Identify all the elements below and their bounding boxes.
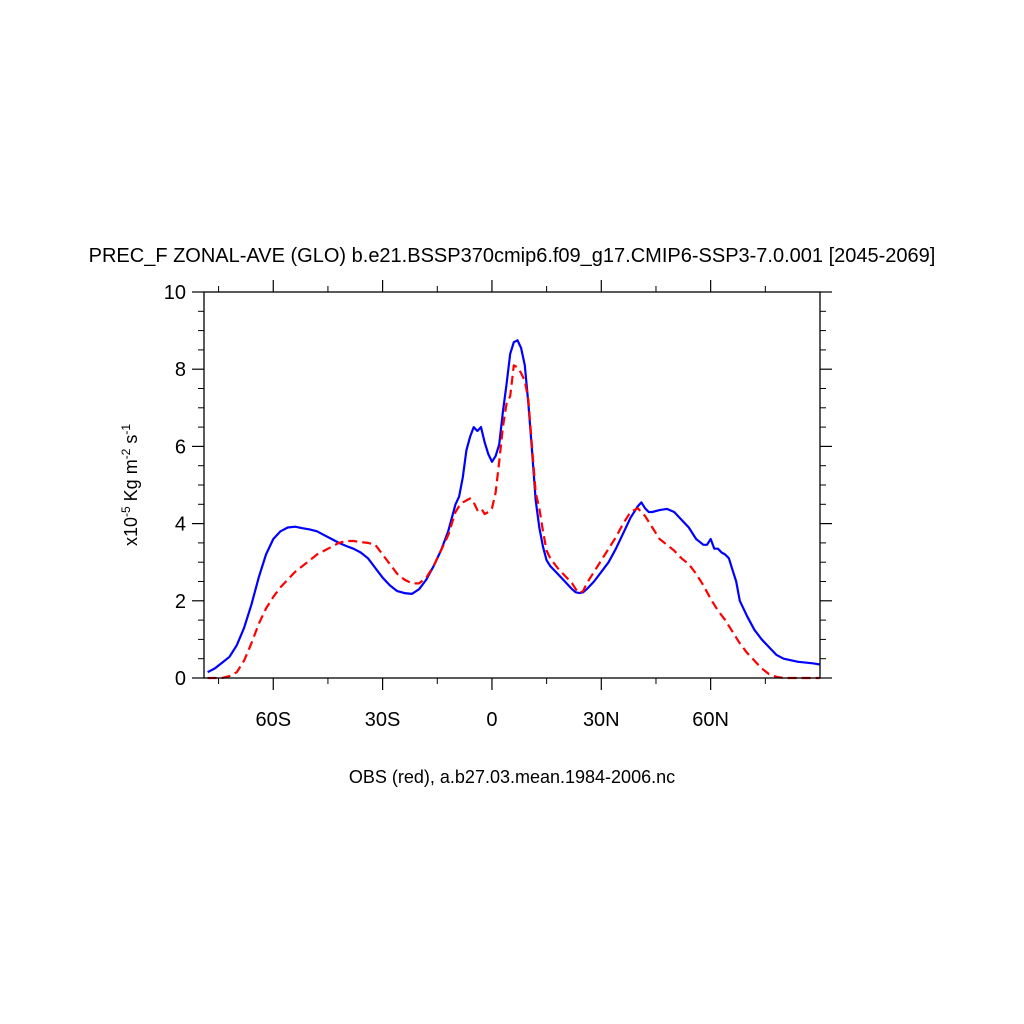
x-tick-label: 60N xyxy=(692,709,729,731)
y-tick-label: 6 xyxy=(175,436,186,458)
x-axis-label: OBS (red), a.b27.03.mean.1984-2006.nc xyxy=(349,767,675,787)
x-axis-ticks: 60S 30S 0 30N 60N xyxy=(255,280,729,731)
x-tick-label: 30S xyxy=(365,709,401,731)
y-tick-label: 8 xyxy=(175,359,186,381)
series-line-1 xyxy=(207,339,821,674)
x-tick-label: 0 xyxy=(486,709,497,731)
y-tick-label: 2 xyxy=(175,591,186,613)
y-axis-label: x10-5 Kg m-2 s-1 xyxy=(119,424,141,546)
y-tick-label: 10 xyxy=(164,282,186,304)
series-group xyxy=(207,339,821,680)
y-tick-label: 0 xyxy=(175,668,186,690)
plot-area: 0 2 4 6 8 10 60S 30S 0 30N 60N xyxy=(164,280,832,731)
x-tick-label: 60S xyxy=(255,709,291,731)
y-tick-label: 4 xyxy=(175,514,186,536)
x-tick-label: 30N xyxy=(583,709,620,731)
y-axis-ticks: 0 2 4 6 8 10 xyxy=(164,282,832,690)
minor-ticks xyxy=(198,286,826,684)
chart-title: PREC_F ZONAL-AVE (GLO) b.e21.BSSP370cmip… xyxy=(89,245,936,267)
series-line-2 xyxy=(207,364,820,680)
